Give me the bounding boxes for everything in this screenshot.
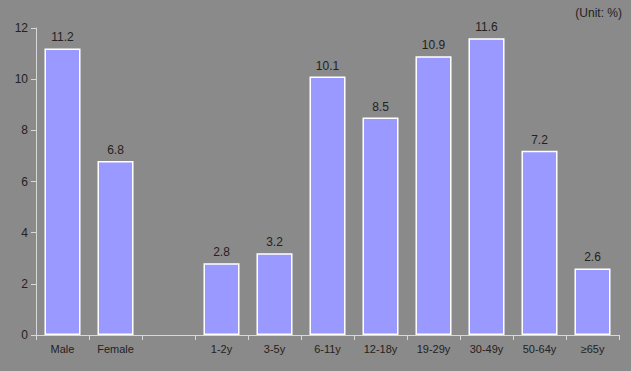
svg-text:10.9: 10.9 [422, 38, 446, 52]
svg-text:10: 10 [15, 72, 29, 86]
svg-text:7.2: 7.2 [531, 133, 548, 147]
svg-text:6.8: 6.8 [107, 143, 124, 157]
svg-text:8.5: 8.5 [372, 100, 389, 114]
svg-text:2.8: 2.8 [213, 245, 230, 259]
svg-text:19-29y: 19-29y [417, 343, 451, 355]
svg-text:1-2y: 1-2y [211, 343, 233, 355]
svg-text:10.1: 10.1 [316, 59, 340, 73]
svg-text:6-11y: 6-11y [314, 343, 341, 355]
svg-text:Male: Male [51, 343, 75, 355]
svg-text:11.6: 11.6 [475, 20, 498, 34]
svg-text:6: 6 [21, 175, 28, 189]
svg-text:12-18y: 12-18y [364, 343, 398, 355]
svg-text:3-5y: 3-5y [264, 343, 286, 355]
svg-text:0: 0 [21, 328, 28, 342]
svg-text:50-64y: 50-64y [523, 343, 557, 355]
svg-text:2.6: 2.6 [584, 250, 601, 264]
svg-text:≥65y: ≥65y [581, 343, 605, 355]
svg-text:11.2: 11.2 [51, 30, 74, 44]
svg-text:2: 2 [21, 277, 28, 291]
svg-text:4: 4 [21, 226, 28, 240]
svg-text:30-49y: 30-49y [470, 343, 504, 355]
svg-text:3.2: 3.2 [266, 235, 283, 249]
svg-text:(Unit: %): (Unit: %) [575, 6, 622, 20]
svg-text:Female: Female [97, 343, 134, 355]
svg-text:12: 12 [15, 21, 29, 35]
svg-text:8: 8 [21, 123, 28, 137]
